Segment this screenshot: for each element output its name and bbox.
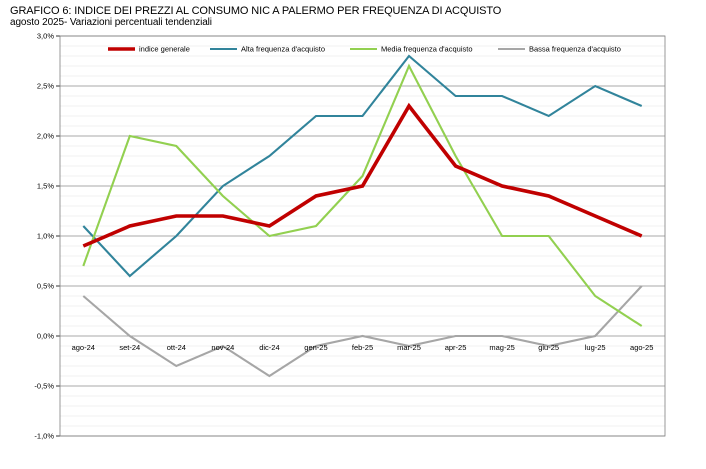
y-tick-label: -1,0%	[34, 432, 54, 441]
x-tick-label: ott-24	[167, 343, 186, 352]
x-tick-label: mag-25	[489, 343, 514, 352]
legend-label: Alta frequenza d'acquisto	[241, 45, 325, 54]
series-line-4	[82, 285, 643, 378]
x-tick-label: nov-24	[211, 343, 234, 352]
axes: 3,0% 2,5% 2,0% 1,5% 1,0% 0,5% 0,0% -0,5% -1,0%	[34, 32, 666, 441]
y-tick-label: 2,5%	[37, 82, 54, 91]
y-tick-label: 1,5%	[37, 182, 54, 191]
x-tick-label: ago-24	[72, 343, 95, 352]
x-tick-label: ago-25	[630, 343, 653, 352]
x-tick-label: lug-25	[585, 343, 606, 352]
series-line-2	[82, 54, 643, 278]
chart-title: GRAFICO 6: INDICE DEI PREZZI AL CONSUMO …	[10, 5, 502, 17]
x-tick-label: giu-25	[538, 343, 559, 352]
y-tick-label: 2,0%	[37, 132, 54, 141]
legend-label: Bassa frequenza d'acquisto	[529, 45, 621, 54]
legend-label: Media frequenza d'acquisto	[381, 45, 473, 54]
x-tick-label: set-24	[119, 343, 140, 352]
gridlines	[60, 35, 665, 437]
y-tick-label: -0,5%	[34, 382, 54, 391]
x-tick-labels: ago-24 set-24 ott-24 nov-24 dic-24 gen-25 feb-…	[72, 343, 654, 352]
chart-subtitle: agosto 2025- Variazioni percentuali tend…	[10, 17, 212, 28]
legend-label: indice generale	[139, 45, 190, 54]
x-tick-label: gen-25	[304, 343, 327, 352]
y-tick-label: 0,0%	[37, 332, 54, 341]
x-tick-label: apr-25	[445, 343, 467, 352]
y-tick-label: 0,5%	[37, 282, 54, 291]
legend: indice generale Alta frequenza d'acquisto…	[108, 45, 621, 54]
series-line-1	[82, 102, 643, 248]
x-tick-label: mar-25	[397, 343, 421, 352]
x-tick-label: dic-24	[259, 343, 279, 352]
series-lines	[82, 54, 643, 378]
y-tick-label: 3,0%	[37, 32, 54, 41]
x-tick-label: feb-25	[352, 343, 373, 352]
plot-frame	[59, 35, 666, 437]
y-tick-label: 1,0%	[37, 232, 54, 241]
series-line-3	[82, 63, 643, 327]
